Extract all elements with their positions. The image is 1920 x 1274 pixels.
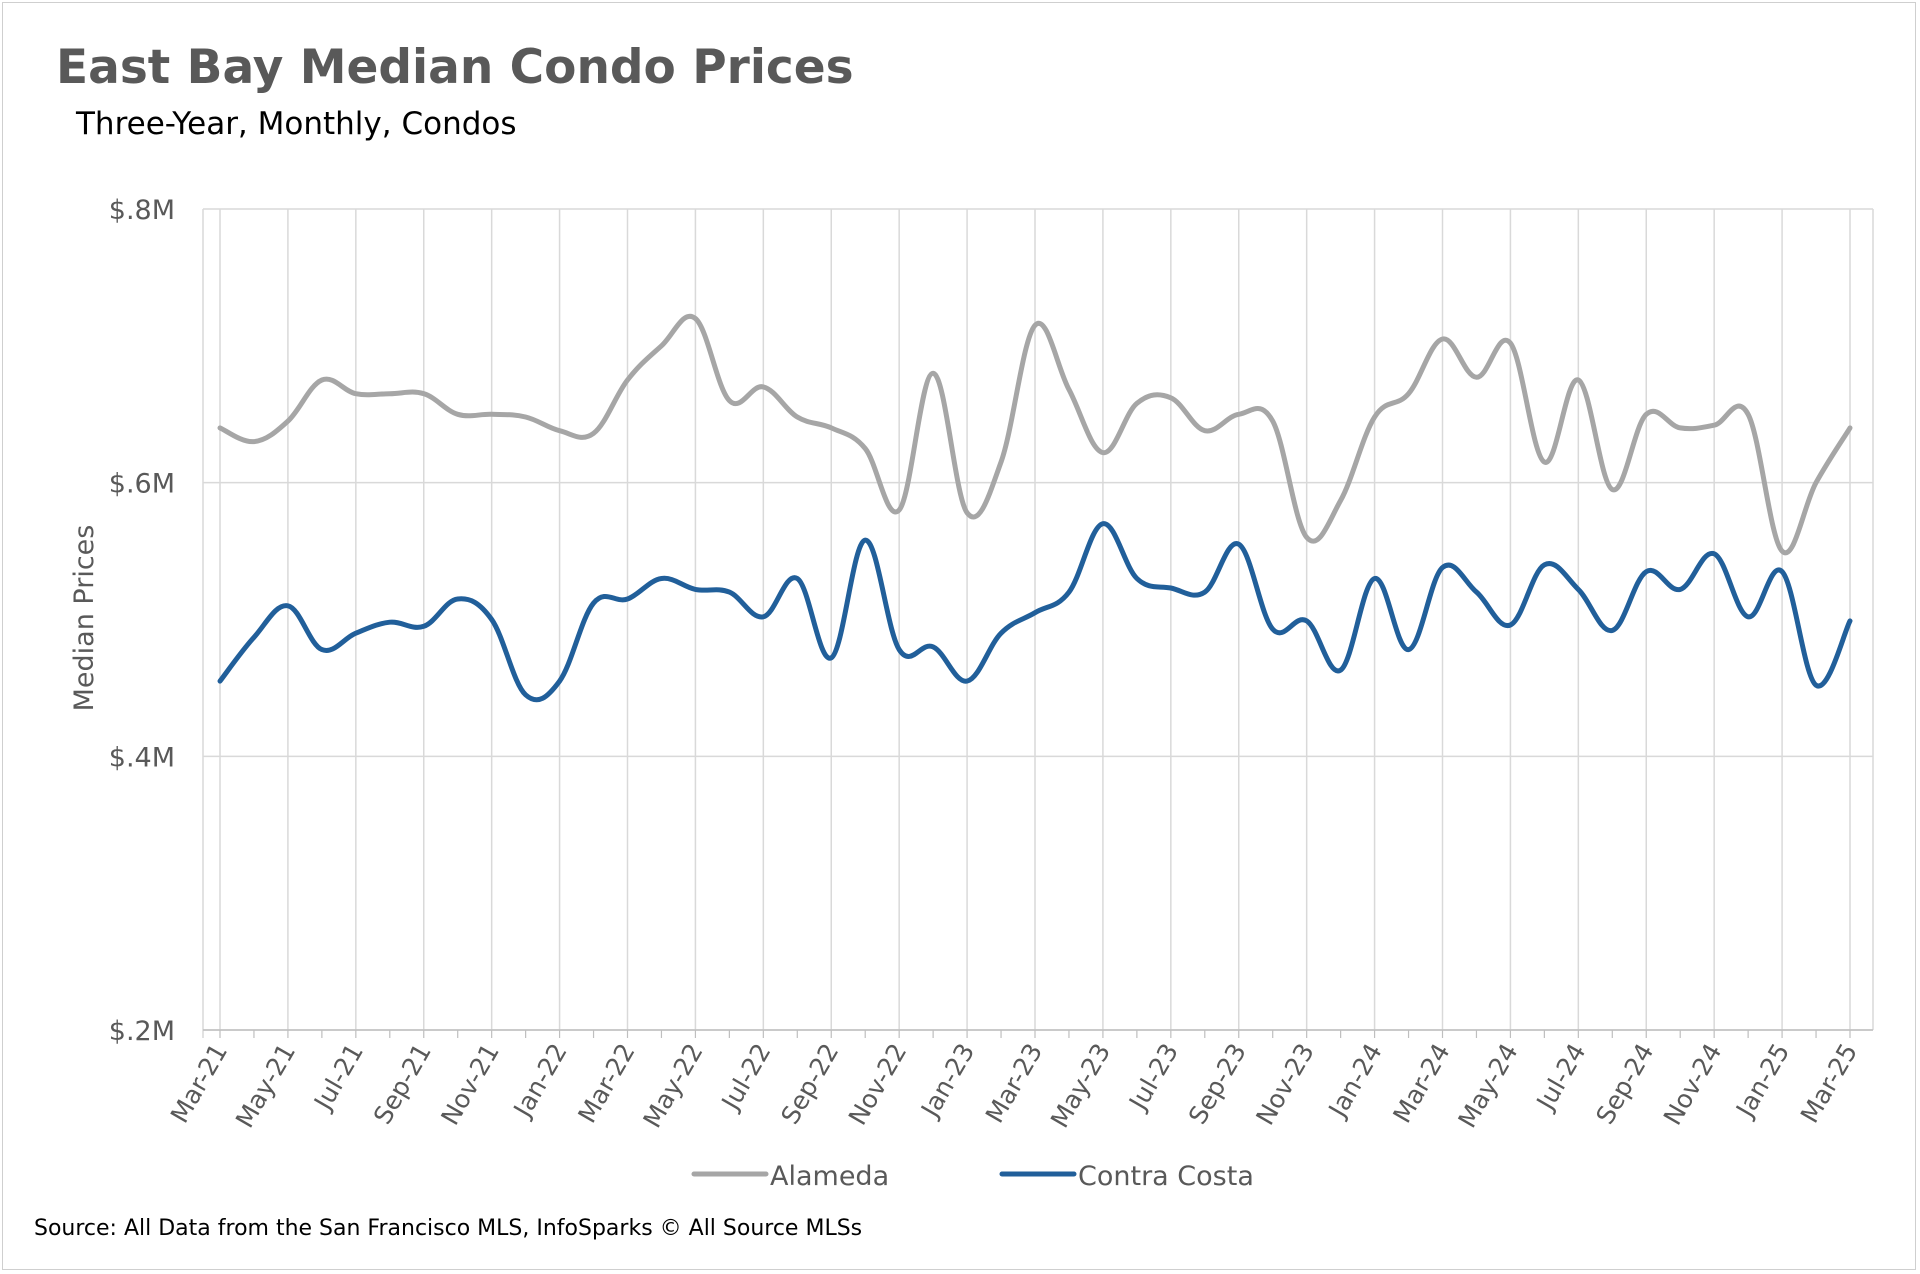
series-line-alameda [217, 313, 1853, 556]
x-tick-label: Nov-22 [843, 1039, 913, 1131]
x-tick-label: Jul-24 [1530, 1039, 1592, 1117]
gridlines [202, 208, 1874, 1038]
x-tick-label: Sep-21 [368, 1039, 437, 1130]
x-tick-label: May-24 [1452, 1039, 1523, 1133]
x-tick-label: Nov-23 [1250, 1039, 1320, 1131]
source-note: Source: All Data from the San Francisco … [34, 1216, 863, 1241]
x-tick-label: May-23 [1045, 1039, 1116, 1133]
x-tick-label: Mar-24 [1387, 1039, 1455, 1128]
x-tick-label: May-22 [637, 1039, 708, 1133]
chart-title: East Bay Median Condo Prices [56, 40, 854, 95]
series-lines [217, 313, 1853, 703]
y-tick-label: $.2M [109, 1016, 175, 1047]
x-tick-label: Jan-23 [914, 1039, 980, 1124]
series-line-contra-costa [217, 521, 1853, 703]
x-tick-label: Nov-21 [435, 1039, 505, 1131]
x-tick-label: Mar-23 [980, 1039, 1048, 1128]
y-tick-label: $.6M [109, 469, 175, 500]
x-tick-label: May-21 [230, 1039, 301, 1133]
y-axis-label: Median Prices [69, 525, 100, 712]
x-tick-label: Jan-25 [1729, 1039, 1795, 1124]
x-tick-label: Sep-22 [775, 1039, 844, 1130]
x-tick-label: Jul-23 [1122, 1039, 1184, 1117]
x-tick-label: Mar-22 [572, 1039, 640, 1128]
y-tick-label: $.4M [109, 742, 175, 773]
legend: Alameda Contra Costa [691, 1161, 1254, 1192]
x-tick-label: Jul-21 [307, 1039, 369, 1117]
x-tick-label: Jan-24 [1322, 1039, 1388, 1124]
x-tick-label: Nov-24 [1658, 1039, 1728, 1131]
x-tick-label: Mar-21 [165, 1039, 233, 1128]
x-tick-label: Mar-25 [1795, 1039, 1863, 1128]
legend-label: Alameda [770, 1161, 889, 1192]
x-tick-label: Jan-22 [507, 1039, 573, 1124]
x-tick-label: Sep-23 [1183, 1039, 1252, 1130]
x-tick-label: Jul-22 [715, 1039, 777, 1117]
y-tick-label: $.8M [109, 195, 175, 226]
chart-subtitle: Three-Year, Monthly, Condos [76, 106, 517, 142]
legend-label: Contra Costa [1078, 1161, 1254, 1192]
x-tick-label: Sep-24 [1590, 1039, 1659, 1130]
